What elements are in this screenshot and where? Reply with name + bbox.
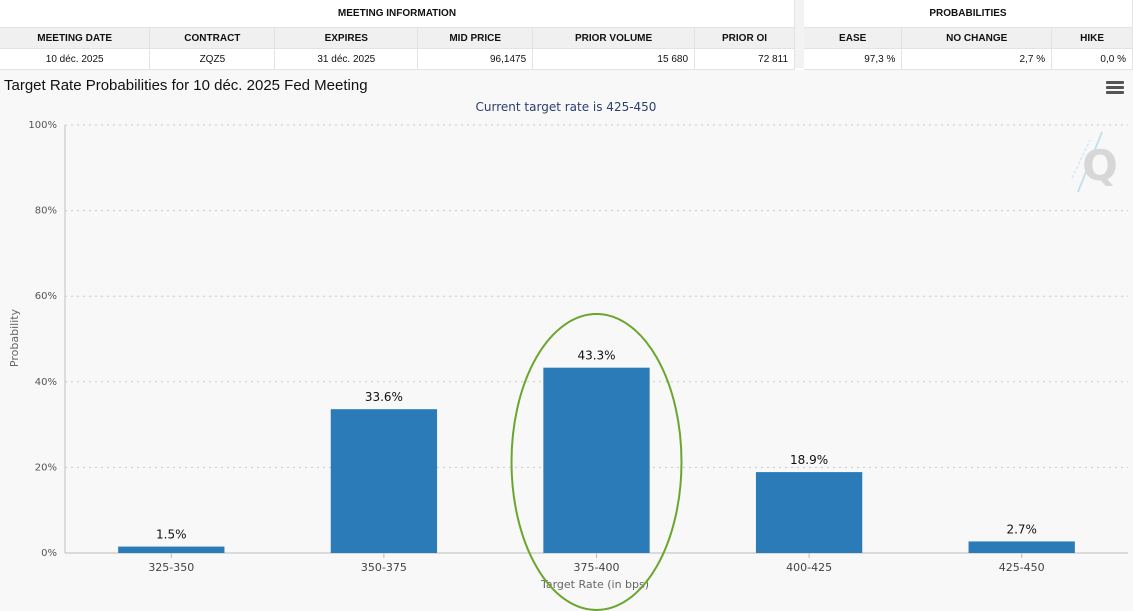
value-mid-price: 96,1475 bbox=[417, 48, 534, 70]
hamburger-menu-icon[interactable] bbox=[1106, 81, 1124, 95]
header-meeting-date: MEETING DATE bbox=[0, 27, 151, 49]
bar-375-400[interactable] bbox=[543, 367, 650, 553]
header-no-change: NO CHANGE bbox=[901, 27, 1053, 49]
probability-bar-chart: 0% 20% 40% 60% 80% 100% 1.5% 325-350 33.6% 350-37… bbox=[8, 100, 1128, 611]
label-layer: 0% 20% 40% 60% 80% 100% 1.5% 325-350 33.6% 350-37… bbox=[28, 120, 1044, 574]
data-label-425-450: 2.7% bbox=[1006, 522, 1037, 536]
data-label-325-350: 1.5% bbox=[156, 528, 187, 542]
bar-325-350[interactable] bbox=[118, 546, 225, 553]
data-label-400-425: 18.9% bbox=[790, 453, 828, 467]
header-prior-oi: PRIOR OI bbox=[694, 27, 795, 49]
value-ease: 97,3 % bbox=[804, 48, 903, 70]
y-tick-label: 100% bbox=[28, 120, 57, 131]
y-tick-label: 0% bbox=[41, 548, 57, 559]
bar-layer bbox=[118, 367, 1075, 553]
value-contract: ZQZ5 bbox=[149, 48, 276, 70]
bar-425-450[interactable] bbox=[968, 541, 1075, 553]
meeting-information-table: MEETING INFORMATION MEETING DATE CONTRAC… bbox=[0, 0, 795, 70]
probabilities-title: PROBABILITIES bbox=[804, 0, 1133, 28]
svg-text:Q: Q bbox=[1082, 141, 1118, 190]
probabilities-table: PROBABILITIES EASE NO CHANGE HIKE 97,3 %… bbox=[804, 0, 1133, 70]
header-expires: EXPIRES bbox=[274, 27, 419, 49]
value-prior-volume: 15 680 bbox=[532, 48, 696, 70]
chart-subtitle: Current target rate is 425-450 bbox=[476, 100, 657, 114]
value-meeting-date: 10 déc. 2025 bbox=[0, 48, 151, 70]
y-tick-label: 80% bbox=[35, 206, 57, 217]
y-tick-label: 20% bbox=[35, 462, 57, 473]
bar-400-425[interactable] bbox=[755, 472, 863, 553]
header-contract: CONTRACT bbox=[149, 27, 276, 49]
value-no-change: 2,7 % bbox=[901, 48, 1053, 70]
highlight-ellipse bbox=[510, 313, 683, 611]
chart-panel: 0% 20% 40% 60% 80% 100% 1.5% 325-350 33.6% 350-37… bbox=[0, 70, 1133, 611]
value-prior-oi: 72 811 bbox=[694, 48, 795, 70]
x-tick-label-400-425: 400-425 bbox=[786, 561, 832, 574]
table-separator bbox=[795, 0, 804, 68]
y-tick-label: 60% bbox=[35, 291, 57, 302]
data-label-375-400: 43.3% bbox=[577, 349, 615, 363]
x-tick-label-325-350: 325-350 bbox=[148, 561, 194, 574]
header-hike: HIKE bbox=[1051, 27, 1133, 49]
value-expires: 31 déc. 2025 bbox=[274, 48, 419, 70]
data-label-350-375: 33.6% bbox=[365, 390, 403, 404]
value-hike: 0,0 % bbox=[1051, 48, 1133, 70]
y-tick-label: 40% bbox=[35, 377, 57, 388]
x-axis-title: Target Rate (in bps) bbox=[540, 578, 649, 591]
header-ease: EASE bbox=[804, 27, 903, 49]
bar-350-375[interactable] bbox=[330, 409, 438, 553]
header-mid-price: MID PRICE bbox=[417, 27, 534, 49]
x-tick-label-375-400: 375-400 bbox=[574, 561, 620, 574]
meeting-info-title: MEETING INFORMATION bbox=[0, 0, 795, 28]
x-tick-label-425-450: 425-450 bbox=[999, 561, 1045, 574]
chart-title: Target Rate Probabilities for 10 déc. 20… bbox=[4, 77, 368, 94]
y-axis-title: Probability bbox=[8, 308, 21, 367]
q-logo-watermark: Q bbox=[1071, 131, 1118, 193]
x-tick-label-350-375: 350-375 bbox=[361, 561, 407, 574]
header-prior-volume: PRIOR VOLUME bbox=[532, 27, 696, 49]
